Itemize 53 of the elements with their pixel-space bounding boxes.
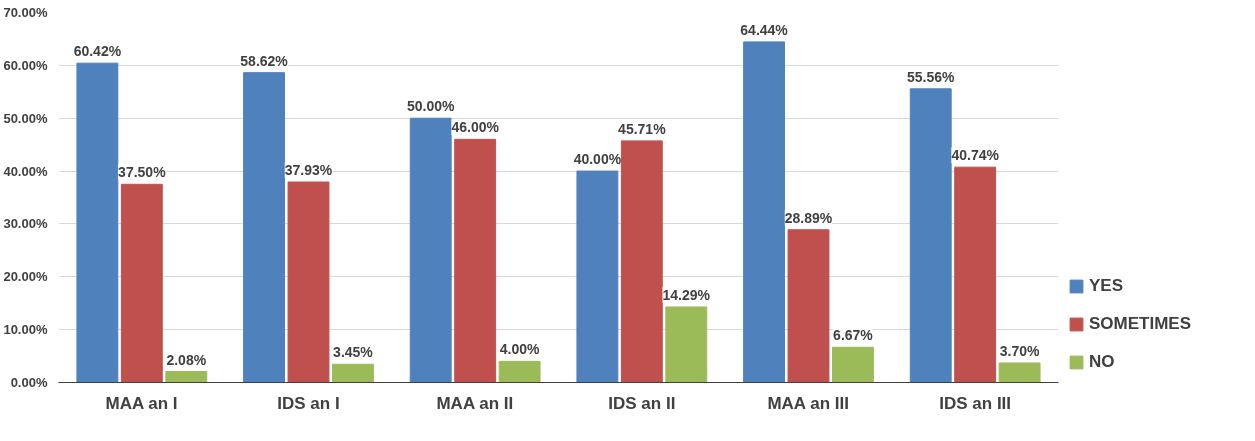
data-label: 40.74% (951, 147, 1000, 164)
data-label: 64.44% (740, 21, 789, 38)
data-label: 3.45% (333, 344, 374, 361)
y-tick-label: 60.00% (3, 57, 48, 73)
bar (120, 183, 163, 383)
bar (454, 138, 497, 383)
y-tick-label: 10.00% (3, 322, 48, 338)
y-tick-label: 40.00% (3, 163, 48, 179)
data-label: 40.00% (573, 151, 622, 168)
bar (954, 166, 997, 383)
x-tick-label: IDS an I (277, 393, 340, 413)
bar (787, 229, 830, 383)
bar (498, 360, 541, 383)
data-label: 14.29% (662, 286, 711, 303)
bar (620, 140, 663, 383)
data-label: 37.93% (284, 162, 333, 179)
bar (76, 62, 119, 383)
data-label: 58.62% (240, 52, 289, 69)
bar (665, 306, 708, 383)
legend-label: SOMETIMES (1089, 314, 1192, 334)
data-label: 4.00% (499, 341, 541, 358)
y-tick-label: 0.00% (10, 375, 48, 390)
y-tick-label: 20.00% (3, 269, 48, 285)
bar (287, 181, 330, 383)
bar (909, 88, 952, 383)
y-tick-label: 70.00% (3, 5, 48, 20)
y-tick-label: 50.00% (3, 110, 48, 126)
bar (165, 371, 208, 383)
data-label: 28.89% (784, 209, 833, 226)
data-label: 6.67% (833, 327, 874, 344)
legend-label: NO (1089, 352, 1115, 372)
x-tick-label: IDS an III (939, 393, 1012, 413)
x-tick-label: MAA an III (767, 393, 849, 413)
data-label: 37.50% (118, 164, 167, 181)
bar (243, 72, 285, 383)
bar (332, 363, 374, 383)
data-label: 3.70% (999, 342, 1041, 359)
bar (409, 117, 452, 383)
x-tick-label: MAA an II (436, 393, 514, 413)
bar (998, 362, 1041, 383)
data-label: 45.71% (618, 120, 667, 137)
y-tick-label: 30.00% (3, 216, 48, 232)
data-label: 2.08% (166, 351, 207, 368)
data-label: 60.42% (73, 43, 122, 60)
data-label: 46.00% (451, 119, 500, 136)
legend-label: YES (1089, 276, 1124, 296)
bar (576, 170, 619, 383)
bar (743, 41, 785, 383)
x-tick-label: MAA an I (105, 393, 178, 413)
data-label: 55.56% (906, 68, 956, 85)
x-tick-label: IDS an II (608, 393, 676, 413)
data-label: 50.00% (406, 98, 456, 115)
bar (832, 346, 874, 383)
